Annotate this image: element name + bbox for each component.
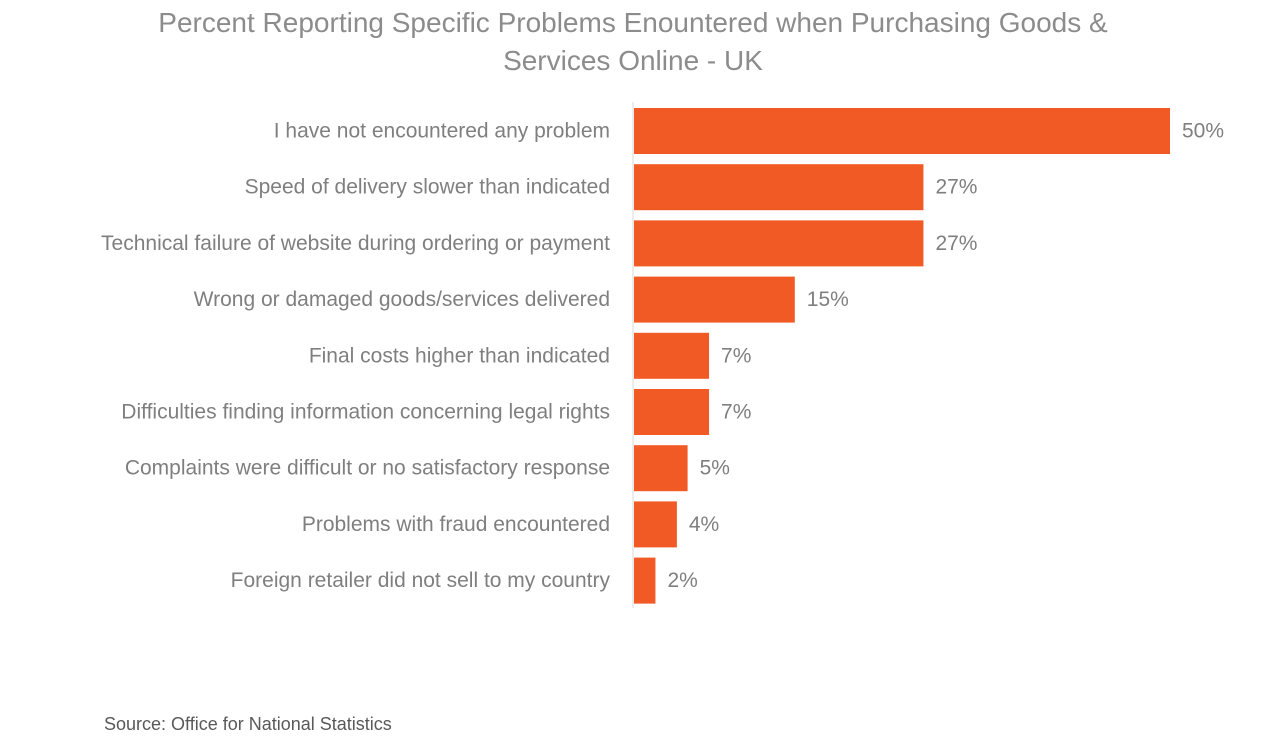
chart-title-line-2: Services Online - UK (503, 45, 763, 76)
category-label: Speed of delivery slower than indicated (245, 176, 610, 199)
category-label: I have not encountered any problem (274, 120, 610, 143)
category-label: Final costs higher than indicated (309, 344, 610, 367)
data-label: 7% (721, 344, 751, 367)
bar (634, 501, 677, 548)
source-note: Source: Office for National Statistics (104, 714, 392, 734)
category-label: Foreign retailer did not sell to my coun… (231, 569, 611, 592)
data-label: 27% (935, 176, 977, 199)
data-label: 15% (807, 288, 849, 311)
bar (634, 389, 710, 435)
data-label: 2% (667, 569, 697, 592)
bar (634, 332, 710, 379)
bar (634, 164, 924, 211)
bars-group: I have not encountered any problem 50% Spe… (101, 108, 1224, 604)
category-label: Wrong or damaged goods/services delivere… (194, 288, 610, 311)
chart-title-line-1: Percent Reporting Specific Problems Enou… (158, 7, 1108, 38)
data-label: 27% (935, 232, 977, 255)
data-label: 5% (700, 457, 730, 480)
data-label: 50% (1182, 120, 1224, 143)
bar (634, 220, 924, 267)
bar (634, 445, 688, 492)
category-label: Problems with fraud encountered (302, 513, 610, 536)
bar (634, 276, 795, 323)
bar (634, 557, 656, 604)
bar (634, 108, 1170, 154)
category-label: Technical failure of website during orde… (101, 232, 610, 255)
category-label: Complaints were difficult or no satisfac… (125, 457, 610, 480)
chart-title: Percent Reporting Specific Problems Enou… (0, 4, 1266, 80)
data-label: 4% (689, 513, 719, 536)
category-label: Difficulties finding information concern… (121, 401, 610, 424)
data-label: 7% (721, 401, 751, 424)
